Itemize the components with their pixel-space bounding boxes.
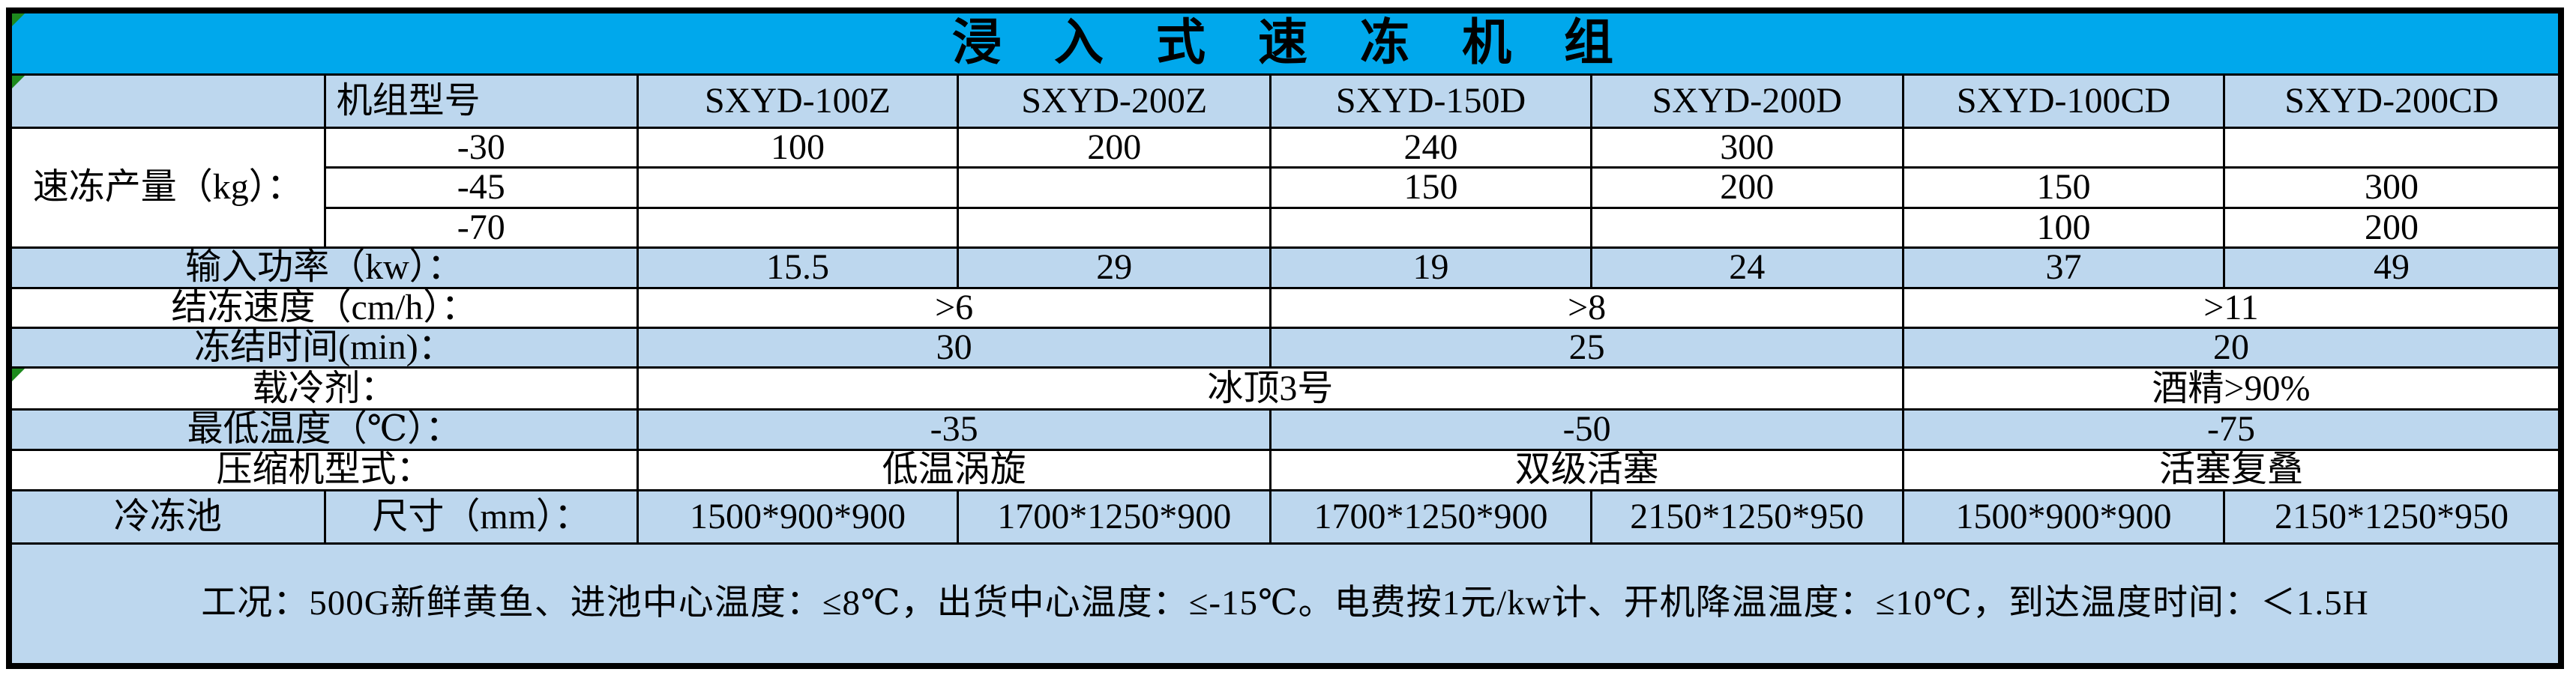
- pool-dim-value: 1500*900*900: [636, 488, 960, 545]
- capacity-value: 240: [1269, 126, 1592, 169]
- capacity-value: [957, 166, 1272, 209]
- freeze-speed-value: >8: [1269, 286, 1904, 329]
- freeze-speed-value: >6: [636, 286, 1272, 329]
- model-name: SXYD-200CD: [2223, 73, 2563, 129]
- title-row: 浸入式速冻机组: [7, 9, 2563, 76]
- model-header-row: 机组型号 SXYD-100Z SXYD-200Z SXYD-150D SXYD-…: [7, 73, 2563, 129]
- capacity-value: 150: [1269, 166, 1592, 209]
- freeze-time-value: 30: [636, 326, 1272, 369]
- cell-error-flag-icon: [12, 76, 25, 88]
- power-value: 15.5: [636, 246, 960, 289]
- model-name: SXYD-200D: [1589, 73, 1904, 129]
- model-header-label: 机组型号: [323, 73, 639, 129]
- pool-dim-value: 1700*1250*900: [957, 488, 1272, 545]
- capacity-value: [1589, 206, 1904, 249]
- model-name: SXYD-100Z: [636, 73, 960, 129]
- pool-dim-value: 2150*1250*950: [1589, 488, 1904, 545]
- capacity-value: 300: [2223, 166, 2563, 209]
- min-temp-label: 最低温度（℃）：: [7, 408, 639, 451]
- capacity-label: 速冻产量（kg）：: [7, 126, 326, 249]
- capacity-row-70: -70 100 200: [9, 206, 2563, 249]
- power-row: 输入功率（kw）： 15.5 29 19 24 37 49: [7, 246, 2563, 289]
- compressor-value: 低温涡旋: [636, 448, 1272, 491]
- pool-dim-value: 1500*900*900: [1901, 488, 2226, 545]
- capacity-temp: -70: [323, 206, 639, 249]
- model-name: SXYD-100CD: [1901, 73, 2226, 129]
- capacity-temp: -30: [323, 126, 639, 169]
- capacity-value: [636, 166, 960, 209]
- page-title: 浸入式速冻机组: [7, 9, 2563, 76]
- pool-label: 冷冻池: [7, 488, 326, 545]
- capacity-value: 100: [1901, 206, 2226, 249]
- compressor-label: 压缩机型式：: [7, 448, 639, 491]
- freeze-speed-row: 结冻速度（cm/h）： >6 >8 >11: [7, 286, 2563, 329]
- capacity-value: 200: [957, 126, 1272, 169]
- power-value: 49: [2223, 246, 2563, 289]
- capacity-value: 200: [2223, 206, 2563, 249]
- working-condition-note: 工况：500G新鲜黄鱼、进池中心温度：≤8℃，出货中心温度：≤-15℃。电费按1…: [7, 542, 2563, 668]
- capacity-temp: -45: [323, 166, 639, 209]
- capacity-value: 150: [1901, 166, 2226, 209]
- power-value: 37: [1901, 246, 2226, 289]
- corner-blank-cell: [7, 73, 326, 129]
- power-label: 输入功率（kw）：: [7, 246, 639, 289]
- model-name: SXYD-150D: [1269, 73, 1592, 129]
- freeze-time-value: 20: [1901, 326, 2563, 369]
- coolant-value: 冰顶3号: [636, 366, 1904, 411]
- capacity-value: [636, 206, 960, 249]
- power-value: 19: [1269, 246, 1592, 289]
- compressor-row: 压缩机型式： 低温涡旋 双级活塞 活塞复叠: [7, 448, 2563, 491]
- pool-dim-value: 1700*1250*900: [1269, 488, 1592, 545]
- coolant-value: 酒精>90%: [1901, 366, 2563, 411]
- compressor-value: 双级活塞: [1269, 448, 1904, 491]
- freeze-speed-value: >11: [1901, 286, 2563, 329]
- compressor-value: 活塞复叠: [1901, 448, 2563, 491]
- capacity-row-30: 速冻产量（kg）： -30 100 200 240 300: [7, 126, 2563, 249]
- freeze-speed-label: 结冻速度（cm/h）：: [7, 286, 639, 329]
- cell-error-flag-icon: [12, 369, 25, 382]
- power-value: 29: [957, 246, 1272, 289]
- min-temp-value: -75: [1901, 408, 2563, 451]
- min-temp-value: -35: [636, 408, 1272, 451]
- capacity-value: 300: [1589, 126, 1904, 169]
- freeze-time-label: 冻结时间(min)：: [7, 326, 639, 369]
- pool-dim-value: 2150*1250*950: [2223, 488, 2563, 545]
- model-name: SXYD-200Z: [957, 73, 1272, 129]
- capacity-value: 100: [636, 126, 960, 169]
- pool-dim-label: 尺寸（mm）：: [323, 488, 639, 545]
- page-title-text: 浸入式速冻机组: [952, 16, 1666, 71]
- note-row: 工况：500G新鲜黄鱼、进池中心温度：≤8℃，出货中心温度：≤-15℃。电费按1…: [7, 542, 2563, 668]
- power-value: 24: [1589, 246, 1904, 289]
- capacity-value: [957, 206, 1272, 249]
- pool-dims-row: 冷冻池 尺寸（mm）： 1500*900*900 1700*1250*900 1…: [7, 488, 2563, 545]
- min-temp-row: 最低温度（℃）： -35 -50 -75: [7, 408, 2563, 451]
- coolant-label-text: 载冷剂：: [252, 368, 397, 408]
- min-temp-value: -50: [1269, 408, 1904, 451]
- capacity-value: [1901, 126, 2226, 169]
- capacity-row-45: -45 150 200 150 300: [9, 166, 2563, 209]
- coolant-label: 载冷剂：: [7, 366, 639, 411]
- capacity-value: [2223, 126, 2563, 169]
- coolant-row: 载冷剂： 冰顶3号 酒精>90%: [7, 366, 2563, 411]
- cell-error-flag-icon: [12, 13, 25, 26]
- capacity-value: 200: [1589, 166, 1904, 209]
- freeze-time-value: 25: [1269, 326, 1904, 369]
- freeze-time-row: 冻结时间(min)： 30 25 20: [7, 326, 2563, 369]
- capacity-value: [1269, 206, 1592, 249]
- spec-table: 浸入式速冻机组 机组型号 SXYD-100Z SXYD-200Z SXYD-15…: [6, 7, 2564, 669]
